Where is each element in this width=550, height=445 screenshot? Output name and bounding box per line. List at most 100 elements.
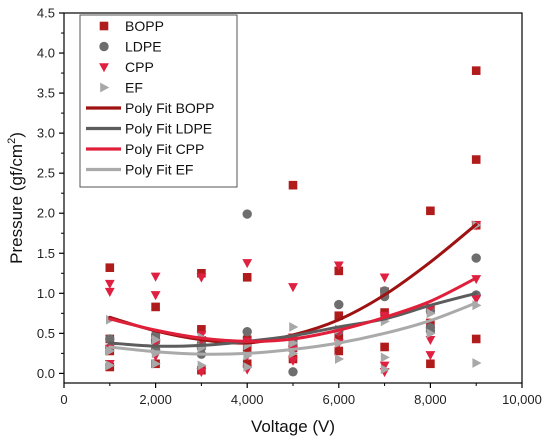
y-axis-title-superscript: 2 xyxy=(6,138,18,144)
y-tick-label: 0.5 xyxy=(37,326,55,341)
point-ef xyxy=(426,308,436,319)
legend-label-cpp: CPP xyxy=(125,59,154,75)
point-cpp xyxy=(288,356,298,366)
legend-label-ef: EF xyxy=(125,80,143,96)
legend-label-ldpe: LDPE xyxy=(125,39,162,55)
point-cpp xyxy=(104,279,115,289)
y-tick-label: 1.5 xyxy=(37,246,55,261)
legend-label-poly-fit-bopp: Poly Fit BOPP xyxy=(125,100,214,116)
legend-symbol-cpp xyxy=(99,63,109,73)
y-axis-title-tail: ) xyxy=(7,132,26,138)
point-ef xyxy=(472,358,482,368)
point-bopp xyxy=(288,180,298,190)
fit-line-poly-fit-cpp xyxy=(108,276,478,343)
y-tick-label: 1.0 xyxy=(37,286,55,301)
point-ef xyxy=(335,354,345,364)
legend-item-poly-fit-bopp: Poly Fit BOPP xyxy=(86,100,214,116)
point-cpp xyxy=(150,291,161,301)
y-axis-title-main: Pressure (gf/cm xyxy=(7,144,26,264)
point-cpp xyxy=(425,335,436,346)
legend-item-poly-fit-ef: Poly Fit EF xyxy=(86,162,193,178)
y-tick-label: 2.0 xyxy=(37,206,55,221)
point-bopp xyxy=(242,359,252,369)
legend-item-poly-fit-ldpe: Poly Fit LDPE xyxy=(86,121,212,137)
point-cpp xyxy=(196,273,207,283)
point-cpp xyxy=(471,295,482,305)
point-ef xyxy=(106,360,116,371)
point-ef xyxy=(151,334,161,345)
point-bopp xyxy=(197,325,206,334)
x-tick-label: 8,000 xyxy=(414,392,447,407)
point-cpp xyxy=(425,351,436,361)
point-cpp xyxy=(104,287,115,298)
point-bopp xyxy=(197,268,206,278)
point-bopp xyxy=(151,302,160,312)
point-ef xyxy=(380,352,390,363)
point-cpp xyxy=(379,361,390,371)
fit-line-poly-fit-ef xyxy=(108,301,478,356)
point-ldpe xyxy=(242,327,252,337)
x-tick-label: 4,000 xyxy=(231,392,264,407)
legend: BOPP LDPE CPP EF Poly Fit BOPP Poly Fit LDPE P… xyxy=(79,14,238,188)
point-bopp xyxy=(105,263,115,272)
point-ldpe xyxy=(105,334,115,344)
point-ldpe xyxy=(471,253,481,263)
legend-item-cpp: CPP xyxy=(99,59,154,75)
point-ef xyxy=(197,360,207,371)
y-tick-label: 4.0 xyxy=(37,46,55,61)
y-tick-label: 4.5 xyxy=(37,6,55,21)
y-tick-label: 3.5 xyxy=(37,86,55,101)
legend-item-poly-fit-cpp: Poly Fit CPP xyxy=(86,141,204,157)
point-cpp xyxy=(242,259,253,269)
point-ef xyxy=(106,346,116,356)
point-ef xyxy=(243,362,253,372)
point-ef xyxy=(426,328,436,339)
point-ldpe xyxy=(334,299,344,310)
x-tick-label: 6,000 xyxy=(323,392,356,407)
legend-item-bopp: BOPP xyxy=(99,18,164,34)
point-cpp xyxy=(288,283,298,293)
point-ldpe xyxy=(242,209,252,219)
legend-symbol-bopp xyxy=(99,21,109,31)
tick-layer: 0 2,000 4,000 6,000 8,000 10,000 0.0 0.5 1.0 1.5 2… xyxy=(37,6,542,408)
point-bopp xyxy=(426,359,435,369)
legend-label-poly-fit-ef: Poly Fit EF xyxy=(125,162,193,178)
point-bopp xyxy=(471,334,481,344)
point-ef xyxy=(380,364,390,375)
point-ef xyxy=(289,322,299,332)
point-bopp xyxy=(334,333,344,342)
point-bopp xyxy=(334,266,344,276)
x-tick-label: 10,000 xyxy=(502,392,542,407)
point-bopp xyxy=(380,342,389,352)
point-bopp xyxy=(426,206,435,216)
point-bopp xyxy=(471,155,481,164)
series-layer xyxy=(104,66,482,378)
x-axis-title: Voltage (V) xyxy=(251,417,335,436)
point-cpp xyxy=(196,367,207,378)
point-bopp xyxy=(471,66,481,75)
point-bopp xyxy=(334,311,344,321)
legend-label-poly-fit-ldpe: Poly Fit LDPE xyxy=(125,121,212,137)
point-cpp xyxy=(150,272,161,282)
legend-label-bopp: BOPP xyxy=(125,18,164,34)
x-tick-label: 2,000 xyxy=(139,392,172,407)
y-tick-label: 3.0 xyxy=(37,126,55,141)
y-axis-title: Pressure (gf/cm2) xyxy=(6,132,26,264)
y-tick-label: 2.5 xyxy=(37,166,55,181)
point-ef xyxy=(151,358,161,369)
x-tick-label: 0 xyxy=(60,392,67,407)
point-bopp xyxy=(242,345,252,354)
point-cpp xyxy=(333,261,344,271)
point-cpp xyxy=(379,273,390,283)
fit-line-poly-fit-ldpe xyxy=(108,291,478,348)
point-bopp xyxy=(426,318,435,328)
y-tick-label: 0.0 xyxy=(37,366,55,381)
point-bopp xyxy=(334,346,344,356)
point-ldpe xyxy=(288,367,298,377)
legend-item-ldpe: LDPE xyxy=(99,39,162,55)
legend-item-ef: EF xyxy=(100,80,143,96)
legend-symbol-ldpe xyxy=(99,41,109,52)
point-bopp xyxy=(242,272,252,282)
legend-label-poly-fit-cpp: Poly Fit CPP xyxy=(125,141,204,157)
